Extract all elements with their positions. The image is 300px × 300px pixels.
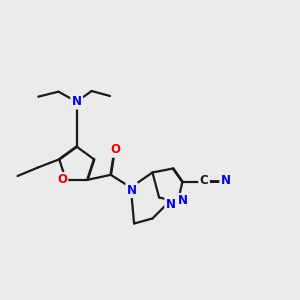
Text: C: C bbox=[200, 174, 208, 187]
Text: N: N bbox=[221, 174, 231, 187]
Text: N: N bbox=[177, 194, 188, 207]
Text: N: N bbox=[127, 184, 137, 197]
Text: N: N bbox=[72, 95, 82, 108]
Text: O: O bbox=[111, 143, 121, 156]
Text: O: O bbox=[57, 173, 67, 186]
Text: N: N bbox=[166, 198, 176, 211]
